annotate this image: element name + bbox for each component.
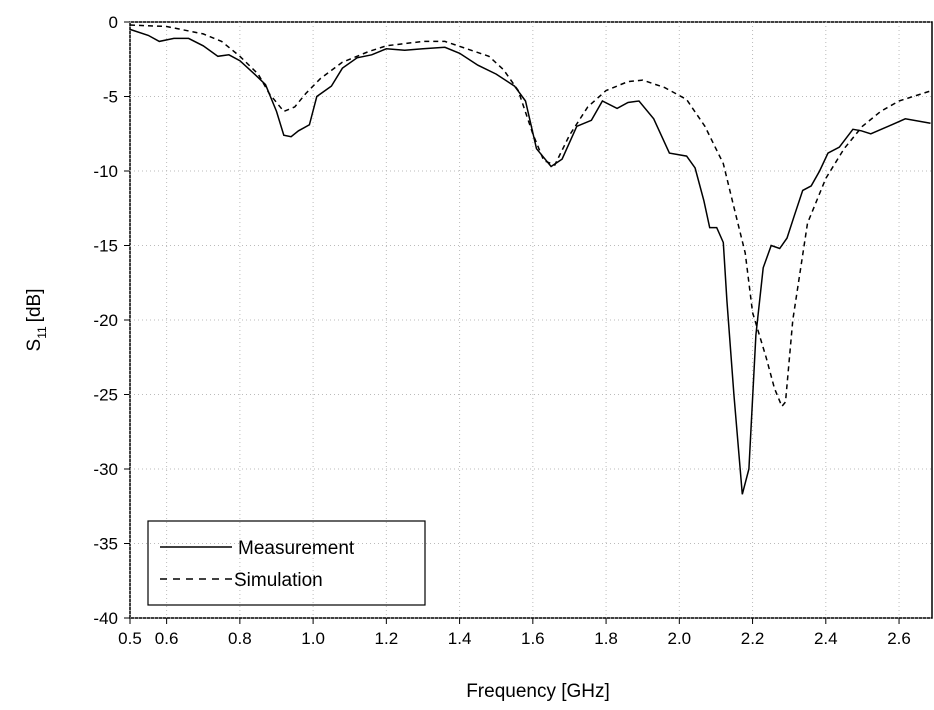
x-tick-label: 2.4 — [814, 629, 838, 648]
y-tick-label: -40 — [93, 609, 118, 628]
x-tick-label: 2.6 — [887, 629, 911, 648]
series-line — [129, 28, 931, 495]
x-axis-label: Frequency [GHz] — [466, 681, 610, 702]
x-tick-label: 0.5 — [118, 629, 142, 648]
x-tick-label: 2.0 — [667, 629, 691, 648]
x-tick-label: 1.6 — [521, 629, 545, 648]
x-tick-label: 2.2 — [741, 629, 765, 648]
series-line — [129, 24, 933, 408]
y-tick-label: -20 — [93, 311, 118, 330]
y-tick-label: -25 — [93, 386, 118, 405]
x-tick-label: 1.8 — [594, 629, 618, 648]
x-tick-label: 0.8 — [228, 629, 252, 648]
y-tick-label: -30 — [93, 460, 118, 479]
legend-label: Measurement — [238, 538, 355, 559]
legend-label: Simulation — [234, 570, 323, 591]
x-tick-label: 0.6 — [155, 629, 179, 648]
legend-box — [147, 520, 426, 606]
y-tick-label: -15 — [93, 237, 118, 256]
y-label-unit: [dB] — [24, 289, 45, 323]
y-tick-label: 0 — [109, 13, 118, 32]
y-label-main: S — [24, 339, 45, 352]
x-tick-label: 1.2 — [375, 629, 399, 648]
y-label-sub: 11 — [35, 326, 49, 339]
x-tick-label: 1.0 — [301, 629, 325, 648]
y-axis-label: S11 [dB] — [24, 289, 49, 352]
y-tick-label: -5 — [103, 88, 118, 107]
x-tick-label: 1.4 — [448, 629, 472, 648]
y-tick-label: -10 — [93, 162, 118, 181]
y-tick-label: -35 — [93, 535, 118, 554]
